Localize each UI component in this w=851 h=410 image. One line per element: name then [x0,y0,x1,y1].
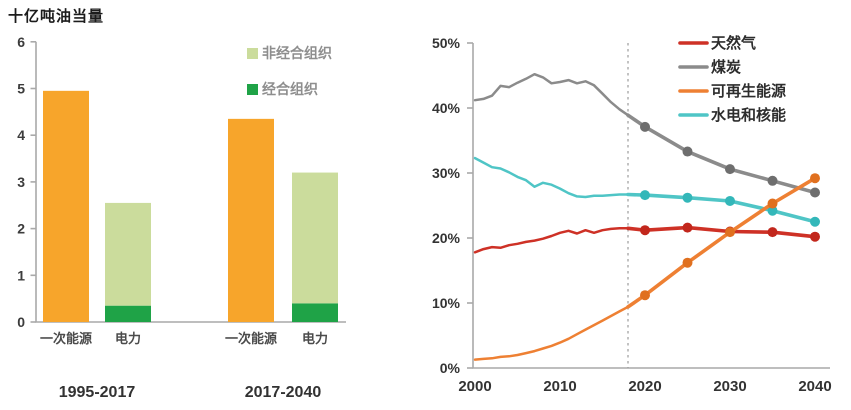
series-marker [767,175,778,186]
series-line-history [473,72,630,117]
legend-label: 煤炭 [711,58,741,76]
series-marker [682,257,693,268]
legend-label: 天然气 [711,34,756,52]
bar-chart-panel: 0 1 2 3 4 5 6 一次能源 电力 一次能源 电力 1995-2017 2017-2040 非经合… [0,0,425,410]
series-marker [640,290,650,301]
series-marker [725,227,735,238]
series-marker [640,190,650,201]
bar-chart: 0 1 2 3 4 5 6 一次能源 电力 一次能源 电力 1995-2017 2017-2040 非经合… [17,34,346,401]
line-chart: 0% 10% 20% 30% 40% 50% 2000 2010 2020 2030 2040 天然气… [432,34,832,395]
bar-segment [292,303,338,322]
y-tick-label: 1 [17,267,25,283]
series-marker [810,187,820,198]
legend-label: 经合组织 [262,81,318,97]
series-line-history [473,227,630,254]
x-tick-label: 2010 [543,378,576,395]
y-tick-label: 10% [432,295,461,311]
y-tick-label: 40% [432,100,461,116]
series-marker [810,216,820,227]
legend-label: 可再生能源 [711,82,786,100]
y-tick-label: 0% [440,360,461,376]
series-marker [810,173,820,184]
series-marker [725,195,735,206]
series-marker [725,164,735,175]
x-tick-label: 2040 [798,378,831,395]
y-tick-label: 3 [17,174,25,190]
y-tick-label: 4 [17,127,25,143]
y-tick-label: 30% [432,165,461,181]
bar-segment [228,118,274,322]
y-tick-label: 20% [432,230,461,246]
x-tick-label: 2020 [628,378,661,395]
legend-label: 水电和核能 [711,106,786,124]
series-line-history [473,305,630,361]
bar-group-label: 1995-2017 [59,384,136,401]
series-marker [767,227,778,238]
y-tick-label: 0 [17,314,25,330]
x-tick-label: 2000 [458,378,491,395]
y-tick-label: 2 [17,221,25,237]
series-marker [767,198,778,209]
series-line-history [473,156,630,199]
bar-segment [105,305,151,322]
bar-group-label: 2017-2040 [245,384,322,401]
bar-category-label: 电力 [115,331,141,346]
bar-category-label: 一次能源 [40,331,92,346]
series-marker [767,205,778,216]
bar-segment [43,90,89,323]
bar-category-label: 一次能源 [225,331,277,346]
y-tick-label: 50% [432,35,461,51]
bar-category-label: 电力 [302,331,328,346]
series-line-projection [626,225,817,239]
series-line-projection [626,192,817,224]
series-marker [682,146,693,157]
bar-chart-title: 十亿吨油当量 [8,8,105,25]
legend-swatch [247,48,258,59]
x-tick-label: 2030 [713,378,746,395]
bar-segment [105,202,151,306]
series-line-projection [626,113,817,195]
series-marker [682,192,693,203]
y-tick-label: 6 [17,34,25,50]
bar-segment [292,172,338,304]
series-marker [640,225,650,236]
y-tick-label: 5 [17,81,25,97]
legend-swatch [247,84,258,95]
series-marker [640,121,650,132]
line-chart-panel: 0% 10% 20% 30% 40% 50% 2000 2010 2020 2030 2040 天然气… [426,0,851,410]
series-marker [682,222,693,233]
legend-label: 非经合组织 [262,45,332,61]
series-marker [810,231,820,242]
